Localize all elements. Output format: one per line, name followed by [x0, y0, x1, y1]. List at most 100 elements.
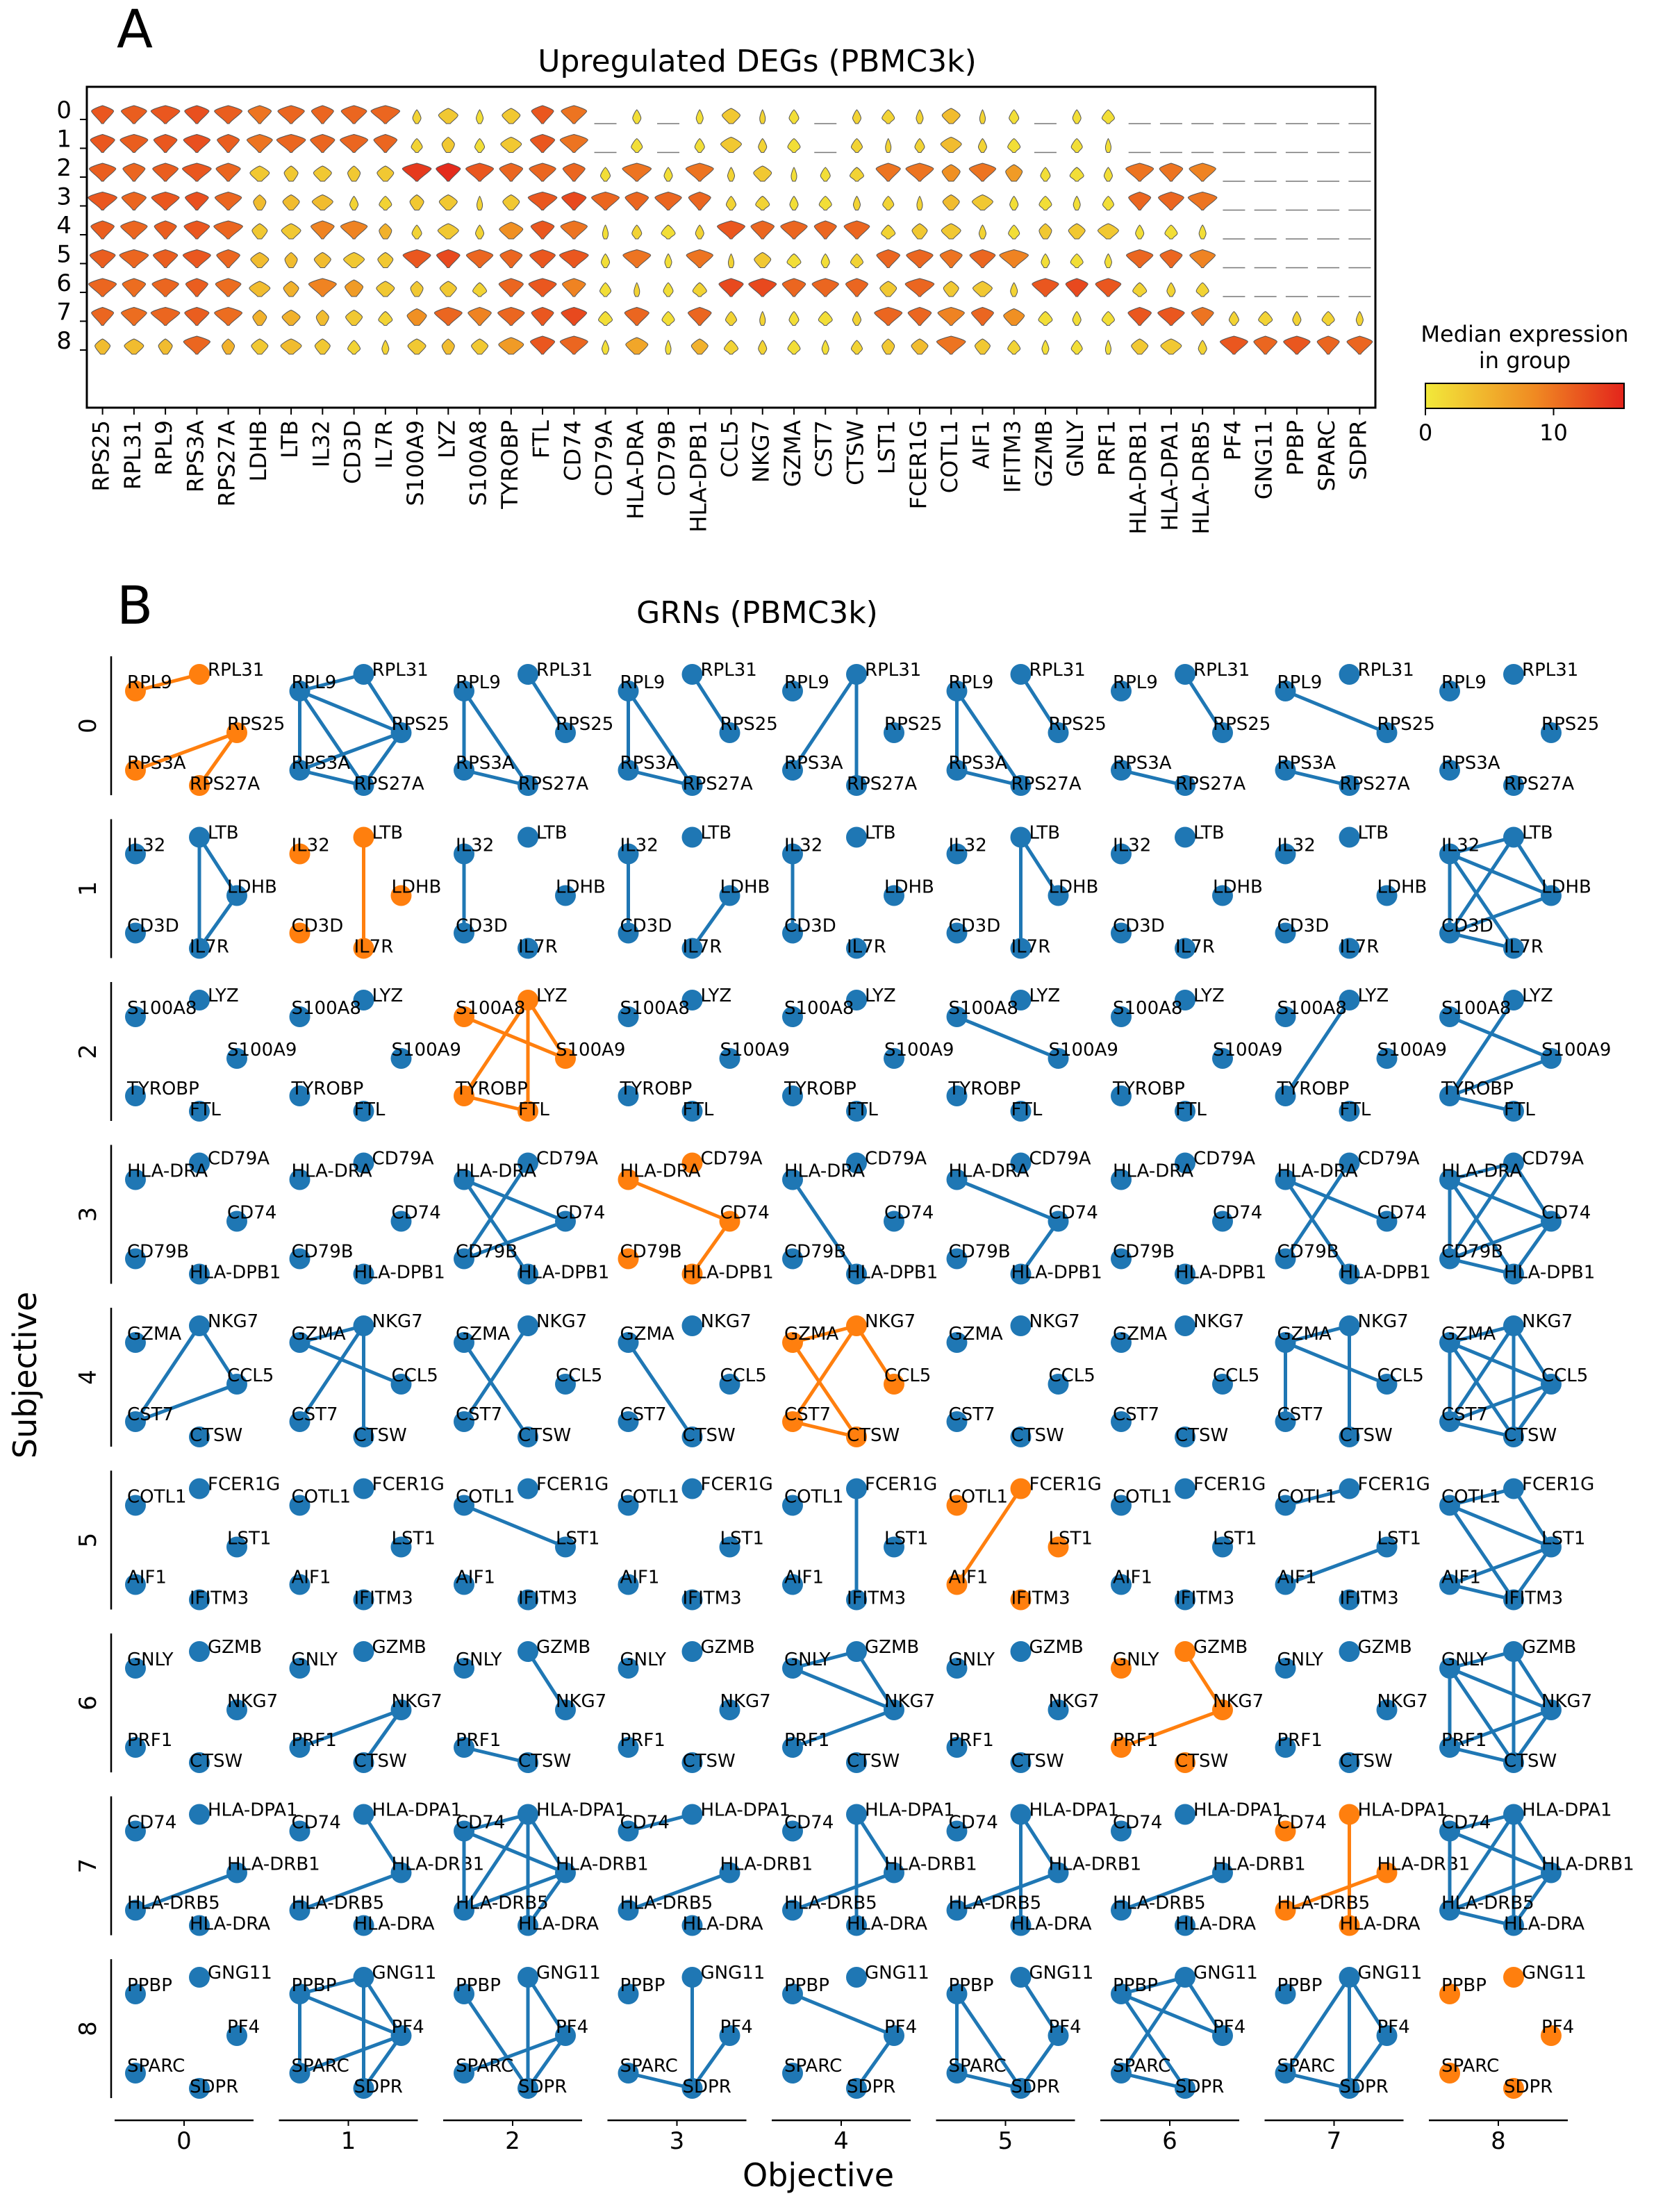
colorbar	[1425, 383, 1625, 409]
network-edge	[1449, 1745, 1514, 1765]
network-edge	[1449, 1504, 1552, 1549]
network-cell: NKG7 GZMA CCL5 CST7 CTSW	[454, 1311, 602, 1447]
node-label: S100A8	[1277, 998, 1347, 1019]
node-label: PF4	[720, 2017, 753, 2038]
node-label: TYROBP	[1277, 1079, 1350, 1099]
network-node	[884, 1048, 904, 1069]
violin	[916, 109, 924, 124]
violin	[497, 306, 525, 326]
network-edge	[627, 1813, 693, 1833]
network-node	[846, 1478, 867, 1499]
node-label: SPARC	[1113, 2056, 1170, 2077]
node-label: RPS3A	[1277, 753, 1336, 774]
network-edge	[1448, 1341, 1516, 1438]
violin	[821, 340, 829, 355]
violin	[694, 138, 705, 153]
network-node	[1339, 1101, 1360, 1122]
network-node	[1376, 722, 1398, 743]
violin	[688, 191, 711, 210]
network-edge	[1449, 1220, 1552, 1261]
col-label: 3	[670, 2127, 685, 2155]
node-label: CTSW	[518, 1425, 571, 1446]
col-label: 8	[1491, 2127, 1506, 2155]
node-label: LTB	[208, 823, 239, 844]
network-node	[454, 1169, 474, 1190]
network-node	[1111, 1248, 1132, 1270]
col-label: 0	[176, 2127, 192, 2155]
node-label: CCL5	[556, 1365, 602, 1386]
network-node	[1503, 1101, 1524, 1122]
network-node	[189, 990, 210, 1011]
network-node	[1541, 1211, 1562, 1232]
violin	[561, 105, 588, 124]
network-edge	[299, 2034, 402, 2075]
node-label: CD74	[949, 1813, 998, 1833]
node-label: CTSW	[1340, 1425, 1393, 1446]
violin	[1228, 310, 1239, 326]
network-node	[1275, 1411, 1296, 1432]
network-node	[1010, 1752, 1032, 1773]
node-label: CST7	[620, 1404, 667, 1425]
node-label: RPS3A	[784, 753, 843, 774]
gene-label: CD74	[559, 420, 586, 481]
violin	[150, 306, 181, 326]
violin	[381, 340, 390, 355]
network-edge	[1284, 2071, 1350, 2090]
node-label: TYROBP	[291, 1079, 364, 1099]
network-edge	[1449, 852, 1552, 897]
violin	[1253, 335, 1277, 355]
violin	[1195, 282, 1209, 297]
node-label: GZMB	[701, 1637, 755, 1658]
node-label: TYROBP	[1112, 1079, 1185, 1099]
violin	[780, 220, 808, 240]
violin	[936, 335, 966, 355]
network-node	[353, 1641, 374, 1662]
node-label: IL32	[620, 835, 659, 856]
violin	[723, 340, 739, 355]
network-node	[884, 722, 904, 743]
network-node	[846, 1427, 867, 1447]
network-node	[1048, 1536, 1069, 1558]
network-edge	[299, 1340, 402, 1386]
network-cell: NKG7 GZMA CCL5 CST7 CTSW	[1439, 1311, 1588, 1447]
node-label: COTL1	[620, 1487, 680, 1508]
network-edge	[299, 1975, 365, 1996]
network-node	[1048, 2025, 1069, 2046]
gene-label: LTB	[276, 420, 303, 458]
violin	[631, 224, 643, 240]
violin	[1198, 224, 1207, 240]
violin	[119, 249, 149, 268]
network-node	[1541, 1048, 1562, 1069]
node-label: CD79A	[1358, 1149, 1420, 1170]
network-edge	[362, 2034, 403, 2090]
violin	[438, 108, 458, 124]
network-cell: FCER1G COTL1 LST1 AIF1 IFITM3	[946, 1474, 1102, 1611]
network-node	[1111, 760, 1132, 781]
violin	[598, 310, 613, 326]
violin	[850, 253, 863, 268]
row-label: 4	[74, 1370, 102, 1385]
network-node	[518, 1152, 538, 1174]
node-label: RPL31	[1358, 660, 1414, 681]
node-label: FCER1G	[536, 1474, 609, 1495]
node-label: HLA-DPB1	[190, 1263, 281, 1283]
gene-label: IL7R	[371, 420, 397, 469]
node-label: HLA-DRB1	[1049, 1854, 1142, 1875]
violin	[940, 136, 962, 153]
node-label: NKG7	[1541, 1691, 1592, 1712]
network-node	[618, 1899, 639, 1921]
violin	[498, 278, 524, 297]
node-label: IL32	[1441, 835, 1480, 856]
violin	[213, 220, 243, 240]
node-label: PF4	[1541, 2017, 1574, 2038]
network-edge	[690, 1220, 731, 1275]
node-label: LDHB	[392, 877, 442, 898]
violin	[410, 281, 424, 297]
violin	[972, 281, 993, 297]
violin	[411, 138, 423, 153]
